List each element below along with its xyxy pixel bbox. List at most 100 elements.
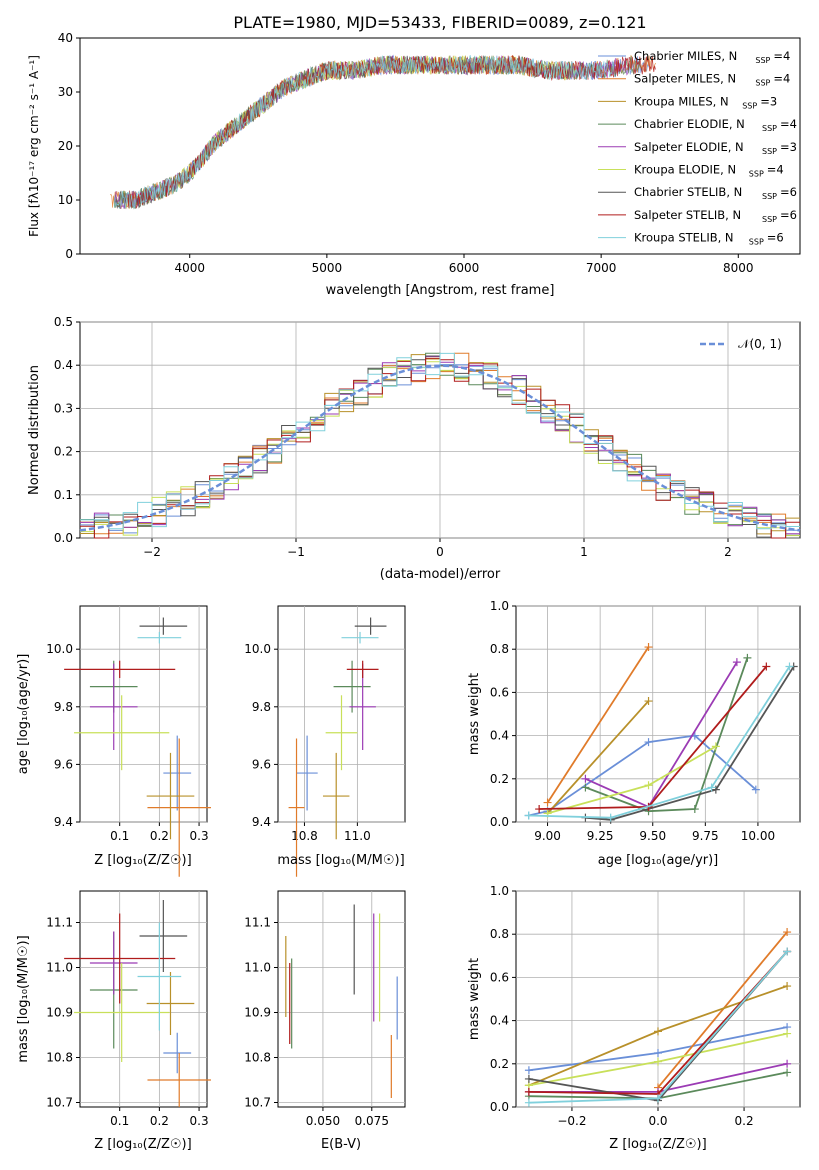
mass-vs-z-ytick-label: 10.7 xyxy=(46,1096,73,1110)
spectrum-legend-label: Salpeter ELODIE, N xyxy=(634,140,744,154)
age-vs-z-xtick-label: 0.2 xyxy=(150,829,169,843)
mass-vs-z-ytick-label: 11.1 xyxy=(46,916,73,930)
spectrum-xtick-label: 4000 xyxy=(174,261,205,275)
weight-vs-age-series-line xyxy=(585,661,738,809)
spectrum-ytick-label: 40 xyxy=(58,31,73,45)
residuals-ytick-label: 0.1 xyxy=(54,488,73,502)
weight-vs-z-marker xyxy=(783,1029,792,1038)
spectrum-series-line xyxy=(113,54,615,209)
spectrum-legend-nssp: =4 xyxy=(773,72,790,86)
weight-vs-age-xlabel: age [log₁₀(age/yr)] xyxy=(598,853,719,868)
spectrum-legend-label: Kroupa ELODIE, N xyxy=(634,163,736,177)
weight-vs-z-marker xyxy=(783,947,792,956)
spectrum-ytick-label: 20 xyxy=(58,139,73,153)
residuals-ytick-label: 0.2 xyxy=(54,445,73,459)
mass-vs-z-xtick-label: 0.1 xyxy=(110,1114,129,1128)
weight-vs-z-marker xyxy=(524,1066,533,1075)
weight-vs-z-ytick-label: 0.0 xyxy=(490,1100,509,1114)
spectrum-legend-nssp: =3 xyxy=(760,94,777,108)
mass-vs-ebv-ytick-label: 10.9 xyxy=(244,1006,271,1020)
spectrum-legend-nssp: =4 xyxy=(780,117,797,131)
spectrum-legend-sub: SSP xyxy=(755,79,770,88)
spectrum-xtick-label: 6000 xyxy=(449,261,480,275)
mass-vs-z-ytick-label: 10.9 xyxy=(46,1006,73,1020)
age-vs-mass-ytick-label: 10.0 xyxy=(244,642,271,656)
spectrum-legend-sub: SSP xyxy=(762,124,777,133)
spectrum-series-line xyxy=(113,55,574,210)
residuals-ytick-label: 0.4 xyxy=(54,358,73,372)
spectrum-ylabel: Flux [fλ10⁻¹⁷ erg cm⁻² s⁻¹ A⁻¹] xyxy=(27,55,41,237)
weight-vs-age-series-line xyxy=(585,657,749,813)
weight-vs-age-marker xyxy=(644,738,653,747)
weight-vs-z-series-line xyxy=(657,931,788,1089)
weight-vs-age-series-line xyxy=(528,666,791,819)
mass-vs-z-xtick-label: 0.2 xyxy=(150,1114,169,1128)
weight-vs-age-series-line xyxy=(546,646,650,804)
age-vs-z-xlabel: Z [log₁₀(Z/Z☉)] xyxy=(94,853,191,868)
residuals-xtick-label: 2 xyxy=(724,545,732,559)
spectrum-legend-label: Kroupa MILES, N xyxy=(634,94,729,108)
residuals-ylabel: Normed distribution xyxy=(27,365,42,495)
spectrum-series-line xyxy=(175,55,577,189)
age-vs-z-ytick-label: 9.4 xyxy=(54,815,73,829)
weight-vs-z-marker xyxy=(524,1074,533,1083)
mass-vs-ebv-xtick-label: 0.050 xyxy=(306,1114,340,1128)
spectrum-legend-label: Chabrier ELODIE, N xyxy=(634,117,745,131)
spectrum-ytick-label: 10 xyxy=(58,193,73,207)
weight-vs-age-marker xyxy=(751,785,760,794)
mass-vs-z-xlabel: Z [log₁₀(Z/Z☉)] xyxy=(94,1137,191,1152)
figure-title: PLATE=1980, MJD=53433, FIBERID=0089, z=0… xyxy=(233,13,646,32)
mass-vs-ebv-ytick-label: 11.0 xyxy=(244,961,271,975)
weight-vs-age-ytick-label: 0.6 xyxy=(490,685,509,699)
spectrum-legend-label: Salpeter STELIB, N xyxy=(634,208,741,222)
weight-vs-age-ylabel: mass weight xyxy=(467,673,482,755)
mass-vs-z-xtick-label: 0.3 xyxy=(190,1114,209,1128)
weight-vs-age-marker xyxy=(644,781,653,790)
normal-legend-label: 𝒩(0, 1) xyxy=(738,337,782,351)
weight-vs-age-marker xyxy=(690,805,699,814)
weight-vs-age-marker xyxy=(644,697,653,706)
weight-vs-age-marker xyxy=(524,811,533,820)
spectrum-legend-label: Salpeter MILES, N xyxy=(634,72,736,86)
spectrum-legend-nssp: =3 xyxy=(780,140,797,154)
weight-vs-age-ytick-label: 0.2 xyxy=(490,772,509,786)
age-vs-mass-xlabel: mass [log₁₀(M/M☉)] xyxy=(277,853,404,868)
mass-vs-ebv-xlabel: E(B-V) xyxy=(321,1137,361,1152)
weight-vs-age-xtick-label: 9.00 xyxy=(534,829,561,843)
spectrum-series-line xyxy=(113,55,643,210)
residuals-xtick-label: −2 xyxy=(143,545,161,559)
residuals-ytick-label: 0.5 xyxy=(54,315,73,329)
weight-vs-age-marker xyxy=(543,798,552,807)
weight-vs-age-series-line xyxy=(585,666,795,821)
weight-vs-age-marker xyxy=(732,658,741,667)
weight-vs-z-marker xyxy=(783,982,792,991)
spectrum-legend-sub: SSP xyxy=(749,170,764,179)
weight-vs-z-ytick-label: 0.2 xyxy=(490,1057,509,1071)
age-vs-z-ytick-label: 9.8 xyxy=(54,700,73,714)
spectrum-legend-sub: SSP xyxy=(755,56,770,65)
weight-vs-age-marker xyxy=(581,774,590,783)
weight-vs-age-marker xyxy=(644,643,653,652)
age-vs-mass-xtick-label: 11.0 xyxy=(344,829,371,843)
weight-vs-z-ytick-label: 0.8 xyxy=(490,927,509,941)
weight-vs-z-xtick-label: −0.2 xyxy=(557,1114,586,1128)
weight-vs-age-marker xyxy=(762,662,771,671)
weight-vs-z-marker xyxy=(654,1049,662,1057)
weight-vs-age-marker xyxy=(785,662,794,671)
spectrum-ytick-label: 30 xyxy=(58,85,73,99)
spectrum-legend-nssp: =6 xyxy=(780,185,797,199)
age-vs-mass-xtick-label: 10.8 xyxy=(291,829,318,843)
normal-curve xyxy=(79,364,801,532)
weight-vs-z-marker xyxy=(654,1057,662,1066)
age-vs-z-xtick-label: 0.1 xyxy=(110,829,129,843)
spectrum-series-line xyxy=(113,55,601,210)
weight-vs-z-ytick-label: 0.6 xyxy=(490,970,509,984)
age-vs-z-ytick-label: 10.0 xyxy=(46,642,73,656)
weight-vs-z-marker xyxy=(783,928,792,937)
age-vs-mass-ytick-label: 9.4 xyxy=(252,815,271,829)
spectrum-legend-nssp: =4 xyxy=(773,49,790,63)
age-vs-z-ylabel: age [log₁₀(age/yr)] xyxy=(16,654,31,775)
mass-vs-ebv-ytick-label: 10.8 xyxy=(244,1051,271,1065)
weight-vs-z-marker xyxy=(524,1098,533,1107)
weight-vs-z-ylabel: mass weight xyxy=(467,958,482,1040)
